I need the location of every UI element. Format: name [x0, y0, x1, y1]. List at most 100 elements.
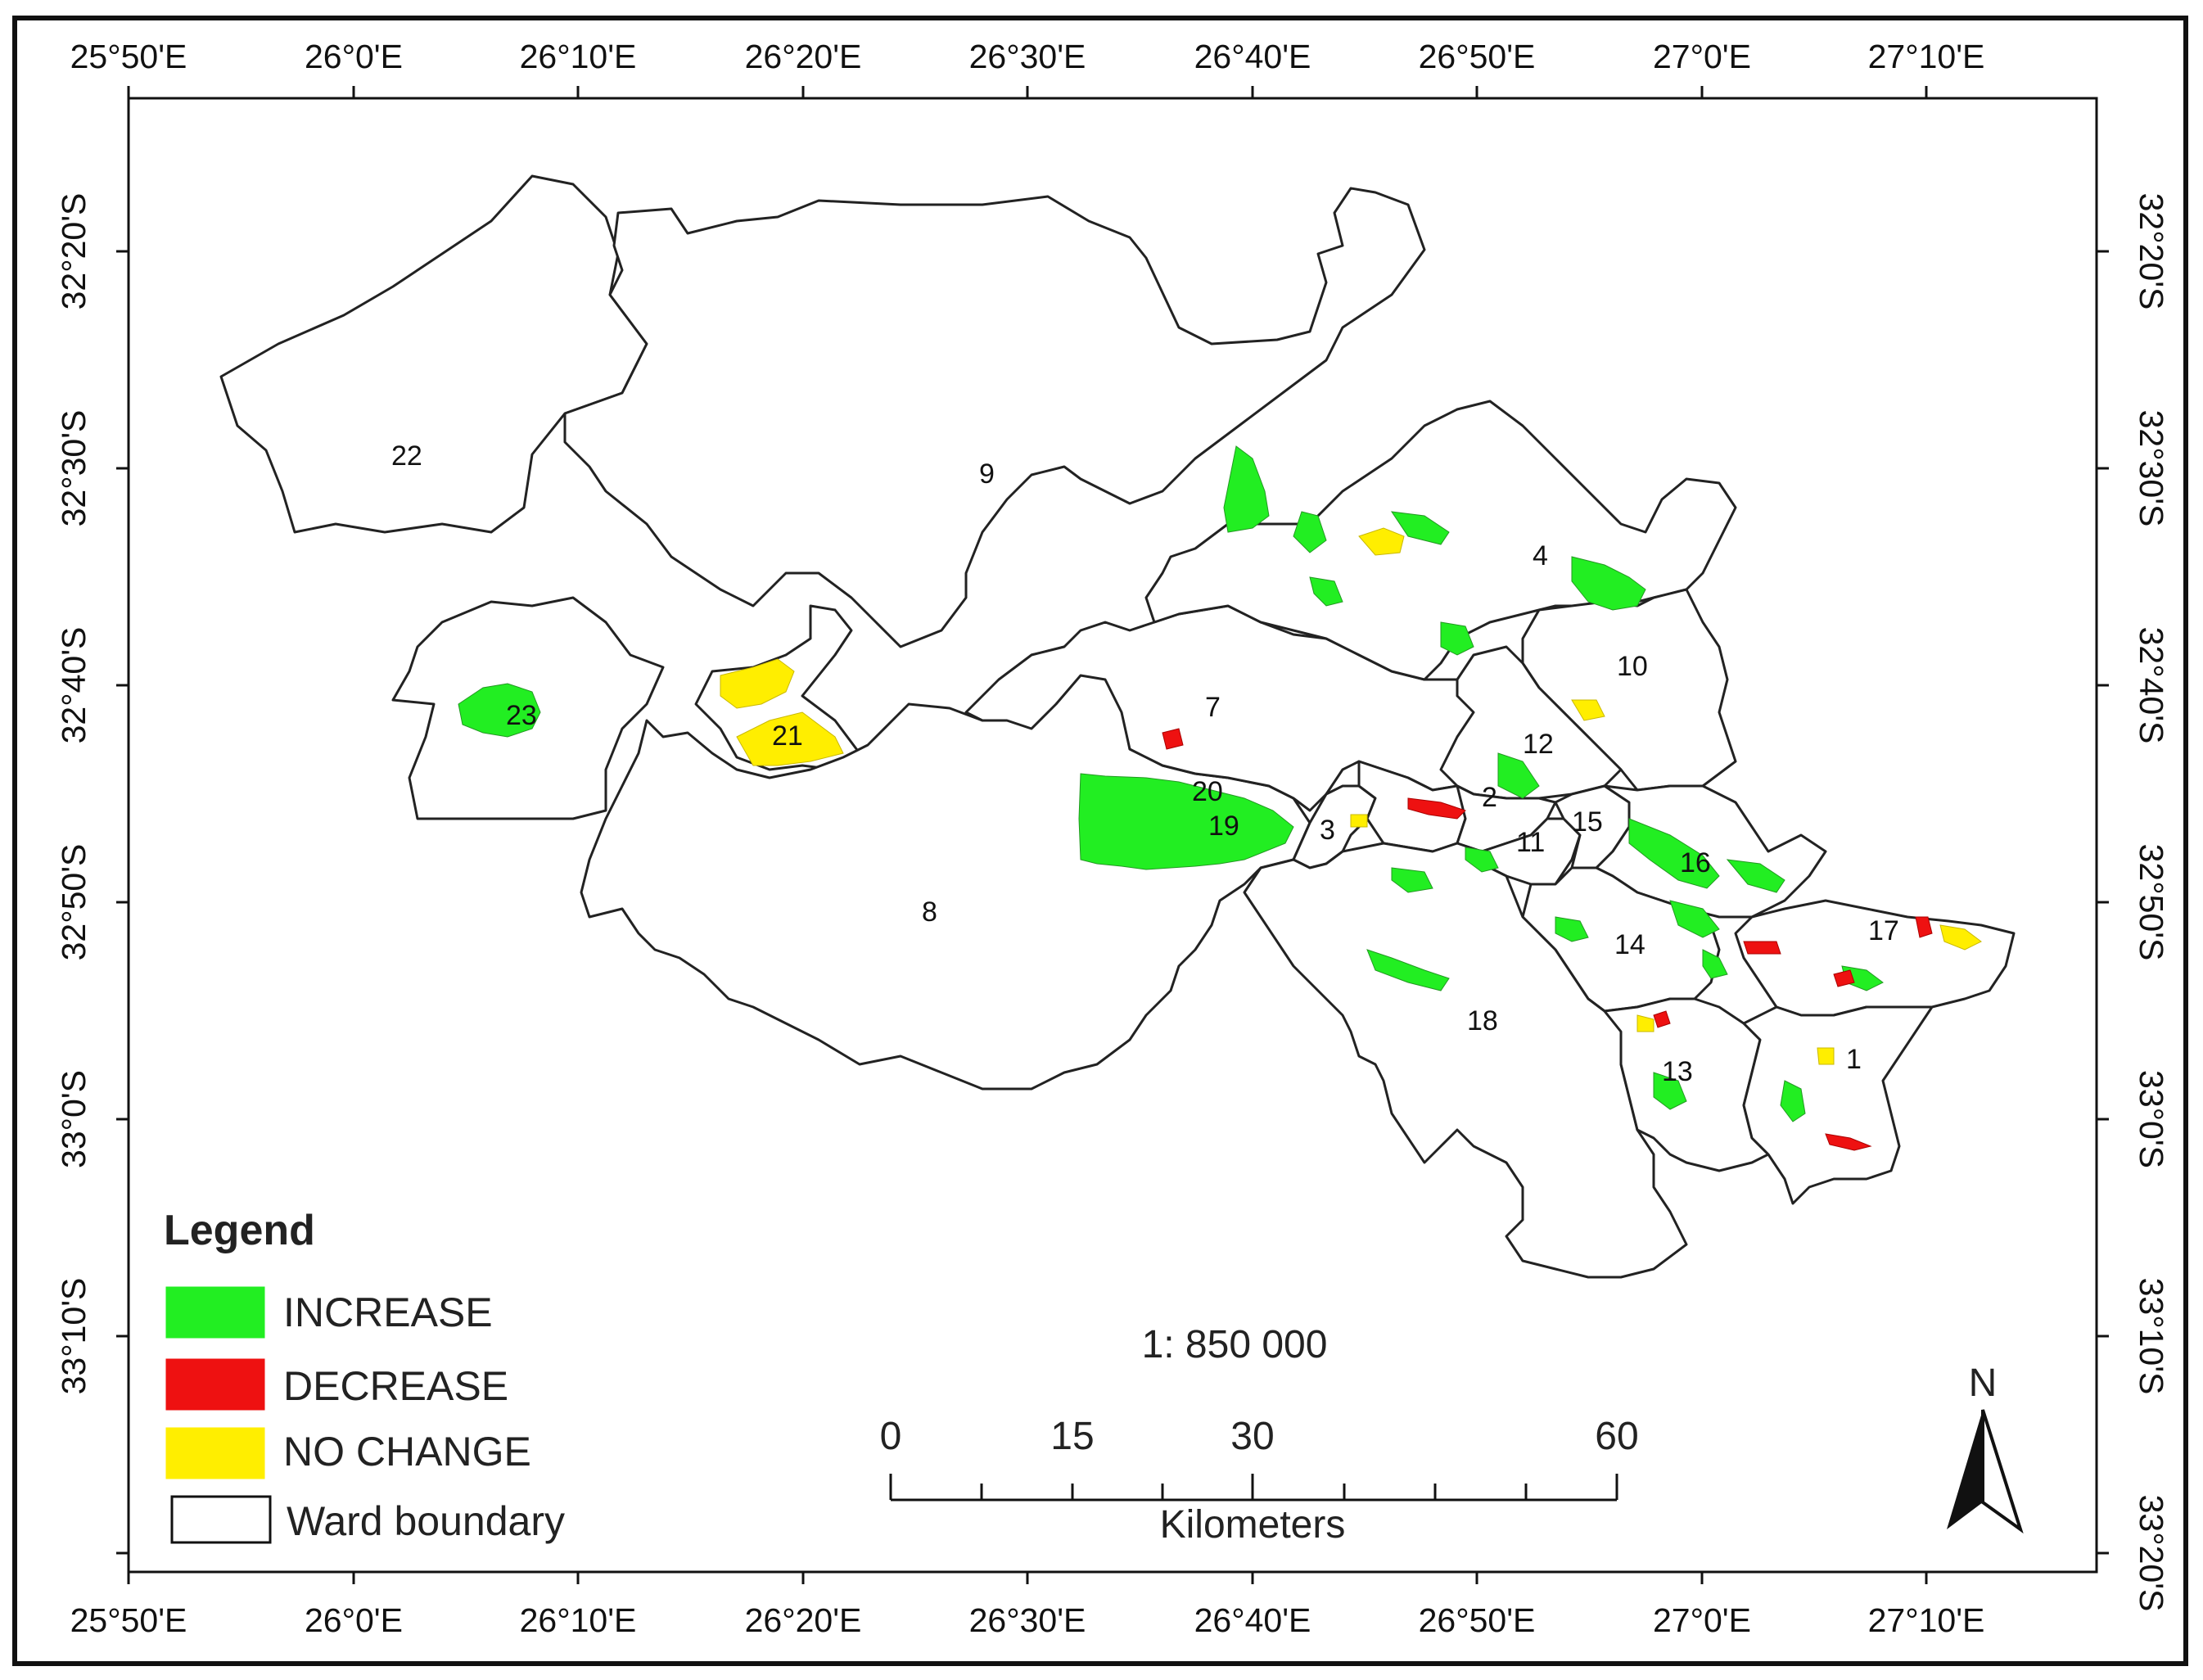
increase-patch: [1390, 511, 1450, 545]
lon-label: 26°50'E: [1419, 1601, 1536, 1639]
north-arrow-icon: [1947, 1410, 1983, 1529]
north-arrow: N: [1947, 1362, 2024, 1534]
lon-label: 27°0'E: [1653, 38, 1751, 75]
lat-label: 32°30'S: [2133, 410, 2170, 527]
increase-patch: [1391, 867, 1433, 893]
lon-label: 26°20'E: [745, 1601, 862, 1639]
lon-label: 27°10'E: [1868, 1601, 1985, 1639]
scale-tick-label: 0: [880, 1415, 902, 1458]
lat-label: 32°50'S: [55, 844, 93, 961]
lon-label: 26°30'E: [969, 38, 1086, 75]
lat-label: 32°20'S: [2133, 193, 2170, 310]
decrease-patch: [1162, 728, 1184, 750]
lon-labels-bottom: 25°50'E 26°0'E 26°10'E 26°20'E 26°30'E 2…: [70, 1601, 1985, 1639]
increase-patch: [1366, 949, 1450, 991]
lat-labels-left: 32°20'S 32°30'S 32°40'S 32°50'S 33°0'S 3…: [55, 193, 93, 1395]
scale-unit: Kilometers: [1160, 1503, 1346, 1547]
increase-patch: [1497, 752, 1540, 799]
legend-swatch-decrease: [165, 1358, 265, 1411]
lon-label: 26°50'E: [1419, 38, 1536, 75]
lon-label: 26°40'E: [1194, 38, 1311, 75]
increase-patch: [458, 683, 541, 738]
no-change-patch: [1636, 1014, 1655, 1032]
lat-label: 32°50'S: [2133, 844, 2170, 961]
ward-label: 8: [922, 896, 937, 928]
no-change-patches: [720, 527, 1982, 1065]
no-change-patch: [1817, 1047, 1835, 1065]
decrease-patches: [1162, 728, 1933, 1151]
no-change-patch: [720, 658, 795, 709]
increase-patch: [1780, 1080, 1806, 1122]
legend-swatch-ward-boundary: [170, 1495, 272, 1544]
lon-label: 26°0'E: [305, 1601, 403, 1639]
graticule-ticks: [116, 86, 2109, 1584]
decrease-patch: [1915, 916, 1933, 938]
north-label: N: [1969, 1362, 1998, 1405]
lon-label: 26°40'E: [1194, 1601, 1311, 1639]
ward-1-polygon: [1742, 1005, 1934, 1205]
ward-label: 11: [1516, 827, 1545, 858]
legend-label: INCREASE: [283, 1289, 493, 1335]
ward-label: 3: [1320, 815, 1335, 846]
ward-labels: 1 2 3 4 7 8 9 10 11 12 13 14 15 16 17 18…: [391, 440, 1899, 1087]
lat-label: 33°20'S: [2133, 1495, 2170, 1612]
scale-tick-label: 30: [1230, 1415, 1274, 1458]
ward-label: 19: [1208, 811, 1239, 842]
increase-patch: [1628, 818, 1720, 889]
north-arrow-icon-right: [1981, 1409, 2024, 1534]
no-change-patch: [736, 711, 844, 766]
ward-label: 17: [1868, 915, 1899, 946]
ward-8-polygon: [580, 637, 1311, 1091]
scale-ratio: 1: 850 000: [1142, 1323, 1328, 1366]
decrease-patch: [1407, 797, 1466, 820]
lon-label: 26°10'E: [520, 1601, 637, 1639]
increase-patch: [1555, 916, 1589, 942]
ward-9-polygon: [563, 187, 1426, 648]
ward-label: 22: [391, 440, 422, 472]
scale-tick-label: 60: [1595, 1415, 1638, 1458]
lat-labels-right: 32°20'S 32°30'S 32°40'S 32°50'S 33°0'S 3…: [2133, 193, 2170, 1612]
lat-label: 32°30'S: [55, 410, 93, 527]
increase-patch: [1309, 576, 1343, 607]
ward-label: 13: [1662, 1056, 1693, 1087]
lat-label: 33°10'S: [2133, 1278, 2170, 1395]
increase-patch: [1440, 621, 1474, 656]
increase-patch: [1571, 556, 1646, 611]
ward-label: 4: [1533, 540, 1548, 571]
increase-patch: [1078, 773, 1294, 870]
increase-patch: [1669, 900, 1720, 938]
legend-label: DECREASE: [283, 1363, 508, 1409]
ward-label: 16: [1680, 847, 1711, 878]
ward-label: 15: [1572, 806, 1603, 838]
no-change-patch: [1358, 527, 1405, 556]
ward-label: 14: [1614, 929, 1645, 960]
no-change-patch: [1571, 699, 1605, 721]
no-change-patch: [1350, 814, 1368, 828]
lon-label: 26°0'E: [305, 38, 403, 75]
legend-label: NO CHANGE: [283, 1429, 531, 1475]
lon-label: 25°50'E: [70, 38, 187, 75]
increase-patch: [1653, 1072, 1687, 1110]
increase-patch: [1702, 949, 1728, 979]
legend-swatch-no-change: [165, 1427, 265, 1479]
lon-label: 25°50'E: [70, 1601, 187, 1639]
lon-label: 26°20'E: [745, 38, 862, 75]
lat-label: 32°40'S: [55, 627, 93, 744]
lon-label: 27°10'E: [1868, 38, 1985, 75]
scale-bar: 1: 850 000 0 15 30 60 Kilometers: [880, 1323, 1639, 1547]
lon-label: 27°0'E: [1653, 1601, 1751, 1639]
ward-label: 23: [506, 700, 537, 731]
lat-label: 33°0'S: [2133, 1070, 2170, 1168]
increase-patch: [1465, 847, 1499, 873]
decrease-patch: [1653, 1010, 1671, 1028]
legend: Legend INCREASE DECREASE NO CHANGE Ward …: [164, 1207, 565, 1544]
ward-label: 10: [1617, 651, 1648, 682]
scale-tick-label: 15: [1050, 1415, 1094, 1458]
increase-patch: [1223, 445, 1270, 533]
decrease-patch: [1825, 1133, 1872, 1151]
ward-label: 1: [1846, 1044, 1862, 1075]
ward-label: 18: [1467, 1005, 1498, 1036]
lon-label: 26°30'E: [969, 1601, 1086, 1639]
lat-label: 32°20'S: [55, 193, 93, 310]
